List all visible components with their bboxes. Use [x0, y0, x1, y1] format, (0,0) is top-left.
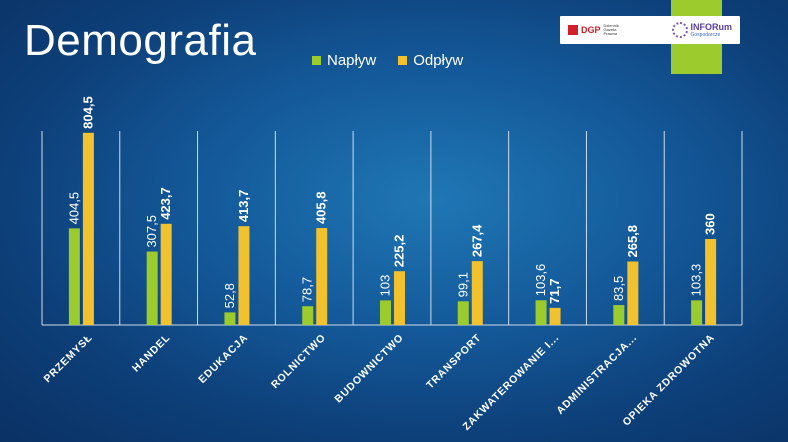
dgp-logo-subtitle: Dziennik Gazeta Prawna — [603, 23, 619, 36]
bar-odplyw — [471, 261, 483, 325]
bar-odplyw — [82, 132, 94, 325]
data-label-odplyw: 71,7 — [547, 279, 562, 304]
legend-label-odplyw: Odpływ — [413, 52, 464, 69]
bar-naplyw — [68, 228, 80, 325]
category-label: HANDEL — [130, 332, 173, 375]
data-label-naplyw: 78,7 — [300, 277, 315, 302]
category-label: ROLNICTWO — [269, 332, 328, 391]
inforum-ring-icon — [671, 22, 688, 38]
data-label-naplyw: 52,8 — [222, 283, 237, 308]
data-label-odplyw: 267,4 — [469, 224, 484, 257]
bar-odplyw — [160, 223, 172, 325]
data-label-odplyw: 413,7 — [236, 190, 251, 223]
legend-item-odplyw: Odpływ — [398, 52, 463, 69]
data-label-odplyw: 423,7 — [158, 187, 173, 220]
data-label-odplyw: 360 — [703, 213, 718, 235]
bar-naplyw — [380, 300, 391, 325]
bar-odplyw — [627, 261, 639, 325]
inforum-logo-sub: Gospodarcze — [690, 31, 721, 38]
inforum-logo-main: INFORum — [690, 21, 733, 32]
bar-naplyw — [457, 301, 469, 325]
legend-label-naplyw: Napływ — [327, 52, 377, 69]
data-label-odplyw: 265,8 — [625, 225, 640, 258]
chart-legend: Napływ Odpływ — [312, 52, 463, 69]
bar-naplyw — [691, 300, 703, 325]
data-label-naplyw: 103,6 — [533, 264, 548, 297]
bar-odplyw — [549, 307, 561, 325]
category-label: OPIEKA ZDROWOTNA — [620, 332, 717, 429]
data-label-naplyw: 103,3 — [689, 264, 704, 297]
bar-odplyw — [238, 226, 250, 325]
bar-naplyw — [146, 251, 158, 325]
inforum-logo-text: INFORum Gospodarcze — [690, 21, 733, 38]
page-title: Demografia — [24, 16, 257, 65]
logo-strip: DGP Dziennik Gazeta Prawna INFORum Gospo… — [560, 16, 740, 44]
bar-naplyw — [302, 306, 314, 325]
data-label-odplyw: 405,8 — [314, 192, 329, 225]
data-label-naplyw: 99,1 — [455, 272, 470, 297]
category-label: BUDOWNICTWO — [332, 332, 406, 406]
dgp-logo-text: DGP — [581, 25, 601, 35]
data-label-odplyw: 225,2 — [392, 235, 407, 268]
data-label-odplyw: 804,5 — [80, 96, 95, 129]
bar-naplyw — [535, 300, 547, 325]
inforum-logo: INFORum Gospodarcze — [671, 21, 733, 38]
category-label: PRZEMYSŁ — [42, 332, 95, 385]
bar-naplyw — [224, 312, 236, 325]
data-label-naplyw: 404,5 — [66, 192, 81, 225]
data-label-naplyw: 307,5 — [144, 215, 159, 248]
bar-odplyw — [705, 239, 717, 325]
legend-item-naplyw: Napływ — [312, 52, 376, 69]
bar-odplyw — [316, 228, 328, 325]
data-label-naplyw: 103 — [378, 275, 393, 297]
data-label-naplyw: 83,5 — [611, 276, 626, 301]
legend-swatch-naplyw — [312, 56, 321, 65]
dgp-logo-mark-icon — [568, 25, 578, 35]
dgp-logo: DGP Dziennik Gazeta Prawna — [568, 24, 630, 36]
legend-swatch-odplyw — [398, 56, 408, 65]
category-label: TRANSPORT — [424, 332, 484, 392]
bar-odplyw — [394, 271, 405, 325]
category-label: ADMINISTRACJA... — [554, 332, 639, 417]
bar-naplyw — [613, 305, 625, 325]
category-label: EDUKACJA — [196, 332, 250, 386]
